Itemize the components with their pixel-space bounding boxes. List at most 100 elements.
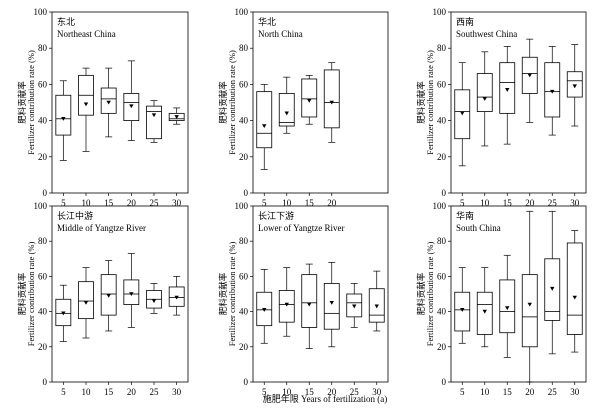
panel-2-xtick-label: 5 [262,198,267,208]
panel-2-box [323,69,340,129]
panel-6-mean-marker [460,308,465,312]
panel-4-title-en: Middle of Yangtze River [57,223,146,233]
panel-2-ytick-label: 100 [235,7,249,17]
panel-3-ytick-label: 0 [442,188,447,198]
panel-2-mean-marker [307,98,312,103]
panel-5-ytick-label: 40 [239,307,249,317]
panel-5-ytick-label: 20 [239,342,249,352]
panel-1-title-cn: 东北 [57,16,75,27]
panel-5-ytick-label: 100 [235,201,249,211]
panel-1-frame [51,11,189,194]
panel-5-ylabel-en: Fertilizer contribution rate (%) [227,242,237,347]
panel-3-ylabel-cn: 肥料贡献率 [416,81,426,124]
panel-6-mean-marker [572,295,577,300]
panel-5-frame [252,205,389,383]
panel-6-box [566,242,583,335]
panel-4-ytick-label: 40 [38,307,48,317]
panel-1-ytick-label: 100 [34,7,48,17]
panel-1-box [100,87,117,114]
panel-1-ytick-label: 0 [43,188,48,198]
panel-5-title-en: Lower of Yangtze River [258,223,344,233]
panel-4-ytick-label: 20 [38,342,48,352]
panel-4-mean-marker [174,295,179,300]
panel-3-ytick-label: 80 [437,43,447,53]
panel-6-ytick-label: 60 [437,271,447,281]
panel-2-box [256,91,273,149]
panel-3-mean-marker [505,88,510,92]
panel-5-ytick-label: 0 [244,377,249,387]
panel-4-xtick-label: 30 [172,387,182,397]
panel-2-ytick-label: 60 [239,79,249,89]
panel-1-xtick-label: 10 [82,198,92,208]
panel-6-title-en: South China [456,223,501,233]
panel-4-ytick-label: 0 [43,377,48,387]
panel-2-ytick-label: 80 [239,43,249,53]
panel-1-ytick-label: 40 [38,116,48,126]
panel-3-xtick-label: 15 [503,198,513,208]
panel-1-ylabel-en: Fertilizer contribution rate (%) [26,50,36,155]
panel-5-xtick-label: 15 [305,387,315,397]
panel-2-box [301,78,318,118]
panel-2-mean-marker [284,111,289,116]
panel-5-ylabel-cn: 肥料贡献率 [218,272,228,315]
panel-1-ytick-label: 80 [38,43,48,53]
panel-2-mean-marker [329,100,334,105]
panel-3-box [544,62,561,118]
panel-5-xtick-label: 20 [327,387,337,397]
panel-2-ylabel-cn: 肥料贡献率 [218,81,228,124]
panel-3-ylabel-en: Fertilizer contribution rate (%) [425,50,435,155]
panel-3-ytick-label: 40 [437,116,447,126]
panel-6-ytick-label: 20 [437,342,447,352]
panel-1-xtick-label: 5 [61,198,66,208]
panel-4-xtick-label: 20 [127,387,137,397]
panel-3-mean-marker [527,73,532,78]
panel-6-mean-marker [505,306,510,311]
panel-6-xtick-label: 30 [570,387,580,397]
panel-2-ytick-label: 0 [244,188,249,198]
panel-1-box [146,105,162,140]
panel-4-ylabel-cn: 肥料贡献率 [17,272,27,315]
panel-3-box [499,62,516,114]
panel-3-mean-marker [572,84,577,89]
panel-5-xtick-label: 30 [372,387,382,397]
panel-6-xtick-label: 5 [460,387,465,397]
panel-1-xtick-label: 30 [172,198,182,208]
panel-2-xtick-label: 10 [282,198,292,208]
panel-4-ytick-label: 60 [38,271,48,281]
panel-2-box [278,93,295,127]
panel-3-xtick-label: 30 [570,198,580,208]
panel-2-xtick-label: 15 [305,198,315,208]
panel-1-mean-marker [83,102,89,107]
panel-2-ytick-label: 40 [239,116,249,126]
panel-4-xtick-label: 15 [104,387,114,397]
panel-4-xtick-label: 5 [61,387,66,397]
panel-4-box [78,281,94,320]
panel-2-mean-marker [262,124,267,129]
panel-5-mean-marker [374,304,379,309]
panel-5-box [323,283,340,330]
panel-3-title-cn: 西南 [456,16,474,27]
panel-6-ylabel-cn: 肥料贡献率 [416,272,426,315]
panel-1-mean-marker [61,116,66,121]
panel-1-ytick-label: 60 [38,79,48,89]
panel-3-mean-marker [482,97,487,101]
panel-3-ytick-label: 60 [437,79,447,89]
panel-3-mean-marker [460,111,465,116]
panel-6-ylabel-en: Fertilizer contribution rate (%) [425,242,435,347]
panel-1-ytick-label: 20 [38,152,48,162]
panel-2-title-cn: 华北 [258,16,276,27]
panel-3-box [476,73,493,112]
panel-1-mean-marker [174,115,179,119]
panel-3-mean-marker [550,89,555,94]
panel-5-mean-marker [352,304,357,309]
panel-3-frame [450,11,587,194]
panel-2-xtick-label: 20 [327,198,337,208]
panel-4-mean-marker [106,293,111,298]
panel-1-ylabel-cn: 肥料贡献率 [17,81,27,124]
panel-1-mean-marker [106,100,111,105]
panel-3-ytick-label: 20 [437,152,447,162]
panel-6-ytick-label: 0 [442,377,447,387]
panel-6-ytick-label: 40 [437,307,447,317]
panel-4-ytick-label: 100 [34,201,48,211]
x-axis-label: 施肥年限 Years of fertilization (a) [263,393,388,404]
